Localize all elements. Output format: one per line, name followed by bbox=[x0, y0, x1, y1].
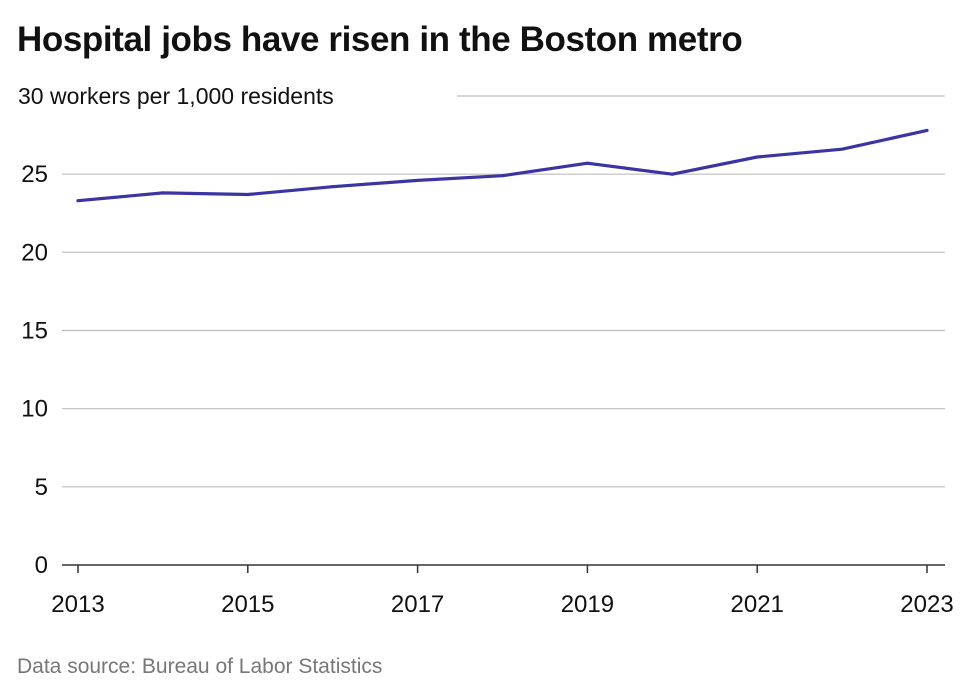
data-point-2023 bbox=[925, 128, 929, 132]
x-tick-label-2015: 2015 bbox=[221, 591, 274, 618]
y-tick-label-30: 30 workers per 1,000 residents bbox=[18, 83, 334, 109]
x-tick-label-2019: 2019 bbox=[561, 591, 614, 618]
data-point-2018 bbox=[501, 174, 504, 178]
data-point-2019 bbox=[585, 161, 589, 165]
y-tick-label-0: 0 bbox=[35, 552, 48, 579]
data-point-2014 bbox=[161, 191, 165, 195]
data-point-2022 bbox=[840, 147, 844, 151]
x-tick-label-2013: 2013 bbox=[51, 591, 104, 618]
y-tick-label-20: 20 bbox=[21, 239, 48, 266]
series-line-0 bbox=[76, 128, 929, 203]
x-axis bbox=[62, 564, 945, 573]
y-tick-label-15: 15 bbox=[21, 318, 48, 345]
data-point-2021 bbox=[755, 155, 759, 159]
x-axis-tick-labels: 2013 2015 2017 2019 2021 2023 bbox=[51, 591, 953, 618]
x-tick-label-2017: 2017 bbox=[391, 591, 444, 618]
y-tick-label-25: 25 bbox=[21, 161, 48, 188]
data-point-2017 bbox=[416, 178, 420, 182]
gridlines bbox=[62, 95, 945, 488]
data-source-note: Data source: Bureau of Labor Statistics bbox=[17, 655, 383, 678]
chart-title: Hospital jobs have risen in the Boston m… bbox=[17, 20, 743, 59]
series-layer bbox=[76, 128, 929, 203]
x-tick-label-2023: 2023 bbox=[900, 591, 953, 618]
data-point-2015 bbox=[246, 192, 250, 196]
x-tick-label-2021: 2021 bbox=[731, 591, 784, 618]
y-tick-label-10: 10 bbox=[21, 396, 48, 423]
data-point-2020 bbox=[670, 172, 674, 176]
data-point-2016 bbox=[331, 185, 335, 189]
y-tick-label-5: 5 bbox=[35, 474, 48, 501]
y-axis-tick-labels: 0 5 10 15 20 25 30 workers per 1,000 residents bbox=[18, 83, 334, 579]
data-point-2013 bbox=[76, 199, 80, 203]
